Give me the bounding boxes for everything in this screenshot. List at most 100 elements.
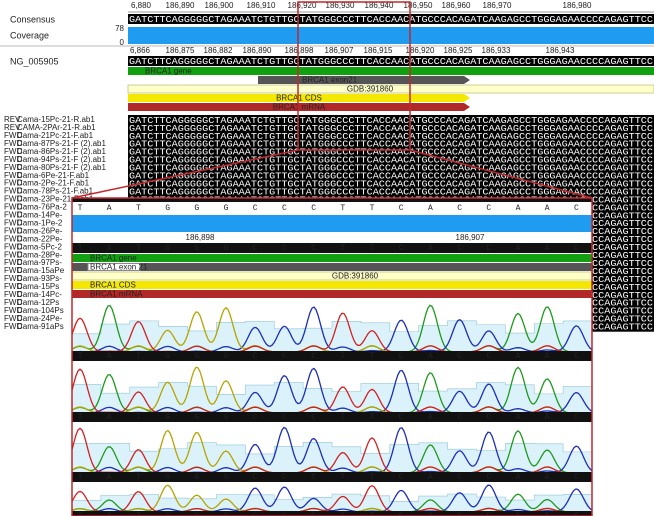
ruler-label: 186,875 (166, 46, 195, 55)
trace-base: A (545, 413, 550, 422)
trace-base: C (574, 473, 579, 482)
trace-base: T (78, 473, 83, 482)
ruler-label: 186,890 (166, 1, 195, 10)
zoom-reference-base: T (370, 244, 375, 253)
zoom-consensus-base: A (107, 204, 112, 213)
trace-base: C (574, 352, 579, 361)
ruler-label: 186,882 (204, 46, 233, 55)
zoom-annotation-bar (72, 263, 592, 271)
alignment-view: 6,880186,890186,900186,910186,920186,930… (0, 0, 654, 516)
trace-base: C (282, 352, 287, 361)
annotation-label: GDB:391860 (347, 85, 394, 94)
zoom-annotation-bar (72, 254, 592, 262)
trace-base: T (136, 352, 141, 361)
zoom-consensus-base: G (224, 204, 229, 213)
trace-base: T (370, 352, 375, 361)
trace-base: G (224, 473, 229, 482)
zoom-annotation-label: GDB:391860 (332, 272, 379, 281)
trace-base: A (545, 352, 550, 361)
trace-base: A (516, 413, 521, 422)
zoom-reference-base: A (107, 244, 112, 253)
zoom-consensus-base: C (253, 204, 258, 213)
zoom-consensus-base: T (370, 204, 375, 213)
trace-base: G (194, 413, 199, 422)
trace-base: A (516, 473, 521, 482)
trace-base: A (107, 352, 112, 361)
trace-base: C (457, 473, 462, 482)
trace-base: C (282, 413, 287, 422)
read-name: Cama-91aPs (17, 322, 64, 331)
zoom-reference-base: A (545, 244, 550, 253)
trace-base: C (399, 413, 404, 422)
trace-base: A (107, 473, 112, 482)
trace-base: A (516, 352, 521, 361)
zoom-reference-base: A (428, 244, 433, 253)
zoom-reference-base-bar (72, 243, 592, 253)
annotation-label: BRCA1 CDS (276, 94, 322, 103)
ruler-label: 186,960 (442, 1, 471, 10)
reference-sequence: GATCTTCAGGGGGCTAGAAATCTGTTGCTATGGGCCCTTC… (129, 57, 654, 67)
trace-base: A (107, 413, 112, 422)
annotation-bar (258, 76, 464, 84)
trace-base: C (311, 352, 316, 361)
zoom-consensus-base: C (574, 204, 579, 213)
trace-base: C (486, 413, 491, 422)
trace-base: A (428, 473, 433, 482)
consensus-sequence: GATCTTCAGGGGGCTAGAAATCTGTTGCTATGGGCCCTTC… (129, 15, 654, 25)
ruler-label: 186,980 (563, 1, 592, 10)
zoom-reference-base: C (282, 244, 287, 253)
trace-base: G (224, 352, 229, 361)
trace-base: C (574, 413, 579, 422)
annotation-label: BRCA1 exon21 (302, 76, 358, 85)
trace-base: C (457, 352, 462, 361)
trace-base: T (340, 413, 345, 422)
zoom-ruler-label: 186,898 (186, 233, 215, 242)
trace-base: G (165, 413, 170, 422)
zoom-consensus-base: G (165, 204, 170, 213)
consensus-label: Consensus (10, 14, 56, 24)
zoom-panel: T A T G G G C C C T T C A C C A A C 186,898 186,907 T A T G G G C C… (72, 198, 592, 516)
trace-base: G (194, 352, 199, 361)
zoom-consensus-base: A (516, 204, 521, 213)
zoom-reference-base: A (516, 244, 521, 253)
trace-base-bar (72, 412, 592, 422)
trace-base: G (165, 352, 170, 361)
zoom-consensus-base: T (340, 204, 345, 213)
coverage-max: 78 (115, 24, 124, 33)
ruler-label: 186,910 (247, 1, 276, 10)
ruler-label: 186,925 (444, 46, 473, 55)
trace-base: T (340, 352, 345, 361)
trace-base: G (224, 413, 229, 422)
zoom-reference-base: C (486, 244, 491, 253)
zoom-reference-base: T (136, 244, 141, 253)
zoom-reference-base: C (311, 244, 316, 253)
zoom-consensus-base: C (399, 204, 404, 213)
ruler-label: 186,907 (325, 46, 354, 55)
trace-base: C (282, 473, 287, 482)
ruler-label: 186,915 (364, 46, 393, 55)
zoom-reference-base: C (457, 244, 462, 253)
trace-base: T (78, 352, 83, 361)
trace-base: T (78, 413, 83, 422)
ruler-label: 186,933 (482, 46, 511, 55)
zoom-reference-base: G (224, 244, 229, 253)
zoom-consensus-base: C (282, 204, 287, 213)
zoom-annotation-label: BRCA1 mRNA (90, 290, 143, 299)
trace-base: T (370, 413, 375, 422)
zoom-ruler-label: 186,907 (456, 233, 485, 242)
trace-base: C (399, 473, 404, 482)
zoom-reference-base: T (340, 244, 345, 253)
trace-base: T (370, 473, 375, 482)
ruler-label: 6,880 (131, 1, 152, 10)
annotation-label: BRCA1 mRNA (273, 103, 326, 112)
trace-base: A (428, 413, 433, 422)
annotation-label: BRCA1 gene (145, 67, 192, 76)
ruler-label: 186,943 (546, 46, 575, 55)
trace-base-bar (72, 351, 592, 361)
zoom-consensus-base: C (457, 204, 462, 213)
zoom-annotation-bar (72, 290, 592, 298)
zoom-consensus-base: C (486, 204, 491, 213)
trace-base: A (545, 473, 550, 482)
trace-base: C (253, 473, 258, 482)
zoom-consensus-base: T (78, 204, 83, 213)
